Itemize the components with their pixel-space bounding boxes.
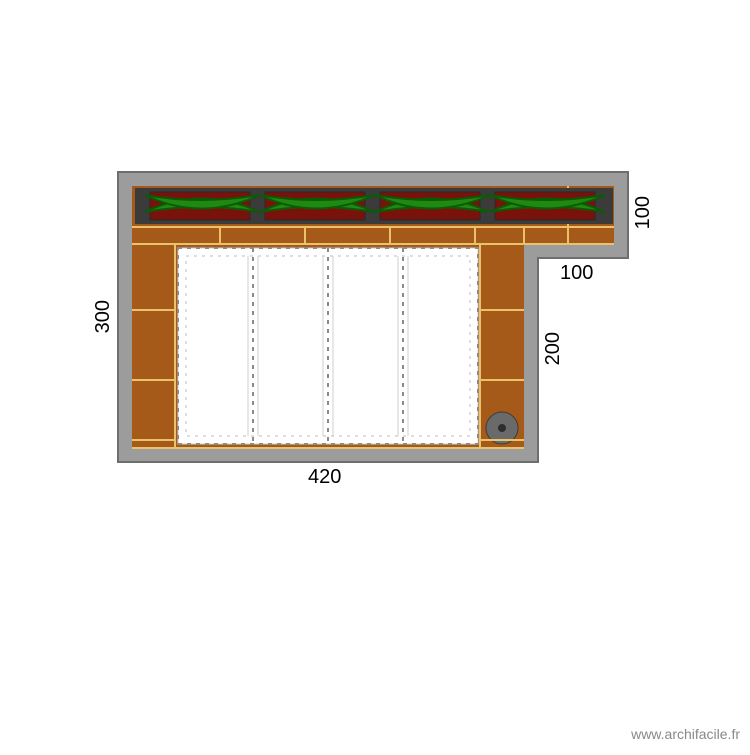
dim-right-100v: 100 (632, 196, 655, 229)
dim-left-300: 300 (92, 300, 115, 333)
dim-bottom-420: 420 (308, 466, 341, 489)
dim-right-200: 200 (542, 332, 565, 365)
dim-notch-100h: 100 (560, 262, 593, 285)
watermark: www.archifacile.fr (631, 726, 740, 742)
floor-plan (0, 0, 750, 750)
